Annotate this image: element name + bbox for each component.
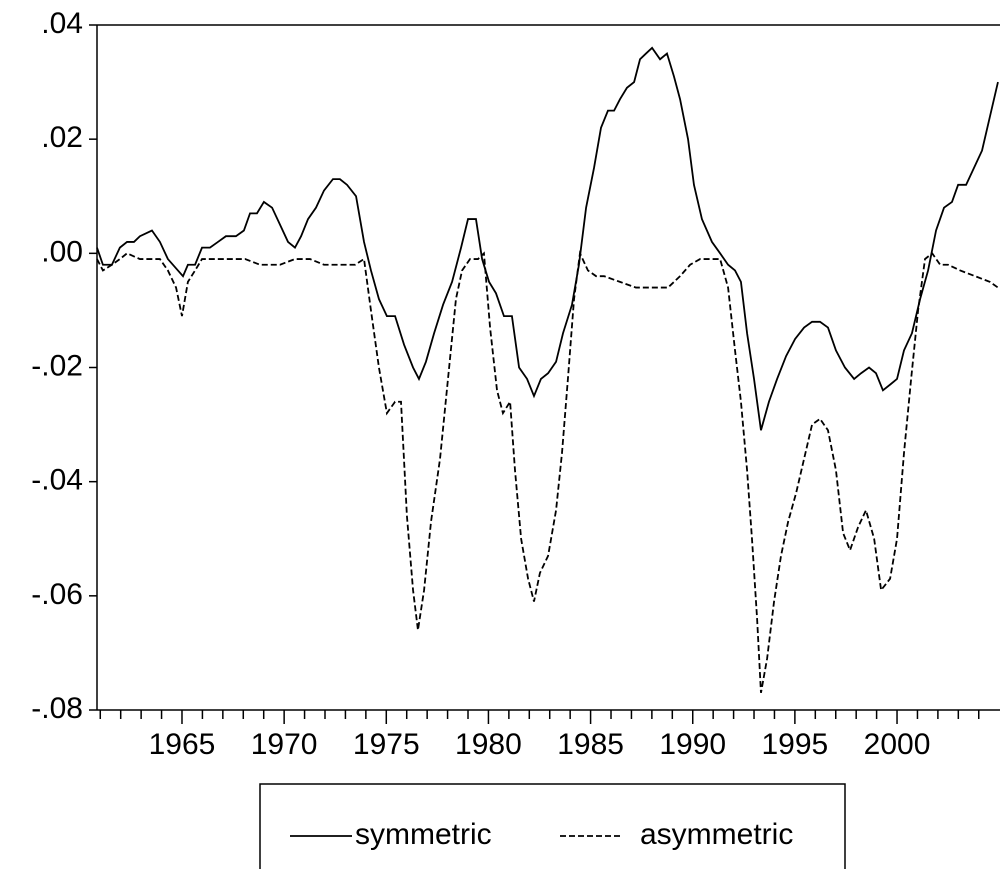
legend-label: asymmetric: [640, 818, 793, 851]
x-tick-label: 1980: [455, 728, 522, 761]
y-tick-label: .04: [41, 7, 83, 40]
y-tick-label: .00: [41, 235, 83, 268]
x-tick-label: 1970: [251, 728, 318, 761]
legend-label: symmetric: [355, 818, 492, 851]
series-line: [96, 250, 999, 694]
x-tick-label: 1975: [353, 728, 420, 761]
y-tick-label: -.06: [31, 578, 83, 611]
x-tick-label: 1995: [762, 728, 829, 761]
x-tick-label: 1990: [659, 728, 726, 761]
y-tick-label: -.08: [31, 692, 83, 725]
y-tick-label: -.04: [31, 464, 83, 497]
x-tick-label: 1965: [149, 728, 216, 761]
x-tick-label: 1985: [557, 728, 624, 761]
series-line: [96, 46, 999, 431]
legend-box: [259, 783, 846, 869]
x-tick-label: 2000: [864, 728, 931, 761]
y-tick-label: .02: [41, 121, 83, 154]
y-tick-label: -.02: [31, 349, 83, 382]
